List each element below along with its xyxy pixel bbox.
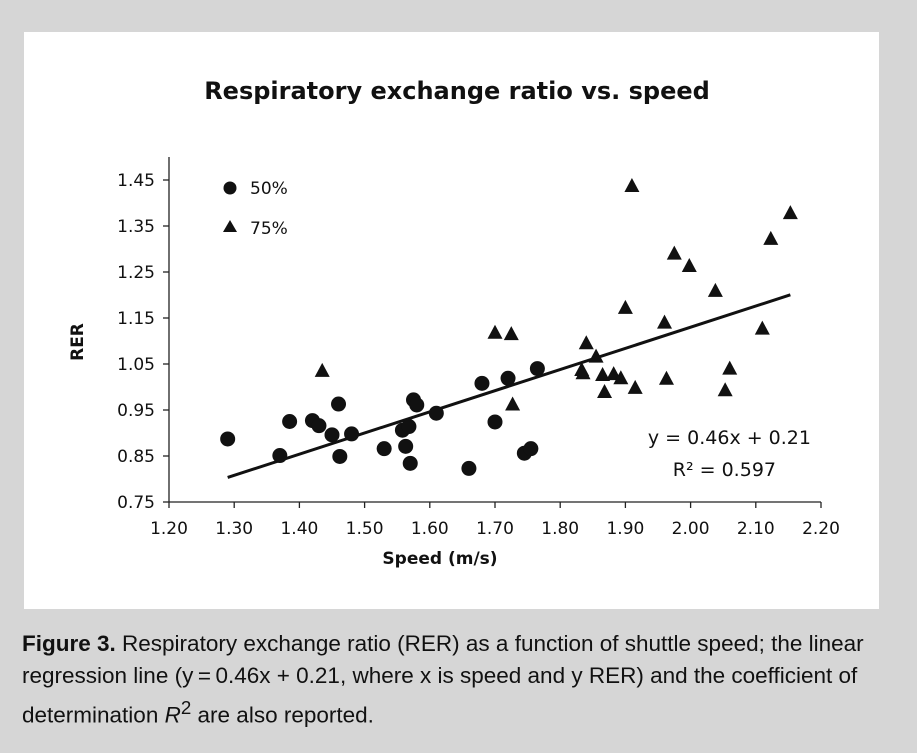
y-tick-label: 0.75 bbox=[117, 493, 155, 513]
caption-r-symbol: R bbox=[164, 702, 181, 728]
x-tick-label: 1.20 bbox=[150, 519, 188, 539]
data-point-75 bbox=[503, 326, 519, 341]
points-layer bbox=[220, 177, 798, 476]
legend-marker-50 bbox=[223, 181, 237, 195]
legend-label-75: 75% bbox=[250, 219, 288, 239]
data-point-50 bbox=[409, 397, 425, 413]
x-tick-label: 2.00 bbox=[672, 519, 710, 539]
data-point-75 bbox=[754, 320, 770, 335]
y-tick-label: 1.45 bbox=[117, 171, 155, 191]
data-point-75 bbox=[658, 370, 674, 385]
y-tick-label: 0.95 bbox=[117, 401, 155, 421]
data-point-50 bbox=[474, 375, 490, 391]
data-point-75 bbox=[617, 299, 633, 314]
data-point-50 bbox=[324, 427, 340, 443]
plot-panel: Respiratory exchange ratio vs. speed RER… bbox=[24, 32, 879, 609]
data-point-50 bbox=[402, 455, 418, 471]
y-axis-label: RER bbox=[68, 323, 88, 361]
caption-figure-label: Figure 3. bbox=[22, 631, 116, 656]
data-point-75 bbox=[722, 360, 738, 375]
data-point-75 bbox=[782, 205, 798, 220]
legend-marker-75 bbox=[223, 220, 237, 232]
trendline bbox=[227, 293, 791, 479]
data-point-50 bbox=[529, 361, 545, 377]
data-point-50 bbox=[220, 431, 236, 447]
data-point-50 bbox=[523, 441, 539, 457]
x-tick-label: 1.50 bbox=[346, 519, 384, 539]
data-point-75 bbox=[763, 230, 779, 245]
x-tick-label: 2.20 bbox=[802, 519, 840, 539]
trend-layer bbox=[227, 293, 791, 479]
scatter-chart: Respiratory exchange ratio vs. speed RER… bbox=[68, 77, 840, 569]
x-axis-label: Speed (m/s) bbox=[382, 549, 497, 569]
x-tick-label: 1.80 bbox=[541, 519, 579, 539]
data-point-50 bbox=[331, 396, 347, 412]
y-tick-label: 1.25 bbox=[117, 263, 155, 283]
data-point-75 bbox=[595, 367, 611, 382]
data-point-75 bbox=[681, 258, 697, 273]
data-point-75 bbox=[666, 245, 682, 260]
data-point-75 bbox=[314, 362, 330, 377]
r-squared-label: R² = 0.597 bbox=[673, 459, 776, 481]
data-point-75 bbox=[597, 384, 613, 399]
data-point-50 bbox=[487, 414, 503, 430]
data-point-75 bbox=[624, 177, 640, 192]
data-point-50 bbox=[500, 370, 516, 386]
legend-label-50: 50% bbox=[250, 179, 288, 199]
data-point-75 bbox=[505, 396, 521, 411]
data-point-50 bbox=[398, 438, 414, 454]
data-point-75 bbox=[657, 314, 673, 329]
x-tick-label: 1.60 bbox=[411, 519, 449, 539]
y-tick-label: 1.35 bbox=[117, 217, 155, 237]
legend: 50% 75% bbox=[223, 179, 288, 239]
caption-r-superscript: 2 bbox=[180, 697, 192, 718]
x-ticks: 1.20 1.30 1.40 1.50 1.60 1.70 1.80 1.90 2.00 2.10… bbox=[150, 502, 840, 539]
data-point-75 bbox=[707, 282, 723, 297]
x-tick-label: 1.30 bbox=[215, 519, 253, 539]
figure-caption: Figure 3. Respiratory exchange ratio (RE… bbox=[22, 628, 902, 732]
y-tick-label: 1.05 bbox=[117, 355, 155, 375]
data-point-75 bbox=[487, 324, 503, 339]
x-tick-label: 1.90 bbox=[606, 519, 644, 539]
x-tick-label: 2.10 bbox=[737, 519, 775, 539]
data-point-50 bbox=[401, 419, 417, 435]
x-tick-label: 1.40 bbox=[280, 519, 318, 539]
data-point-50 bbox=[461, 460, 477, 476]
data-point-50 bbox=[282, 414, 298, 429]
data-point-50 bbox=[344, 426, 360, 442]
data-point-75 bbox=[578, 335, 594, 350]
data-point-75 bbox=[575, 365, 591, 380]
data-point-50 bbox=[332, 448, 348, 464]
caption-tail: are also reported. bbox=[191, 702, 374, 728]
data-point-50 bbox=[428, 405, 444, 421]
y-ticks: 0.75 0.85 0.95 1.05 1.15 1.25 1.35 1.45 bbox=[117, 171, 169, 513]
data-point-75 bbox=[627, 379, 643, 394]
data-point-75 bbox=[606, 366, 622, 381]
data-point-50 bbox=[272, 448, 288, 464]
y-tick-label: 1.15 bbox=[117, 309, 155, 329]
chart-title: Respiratory exchange ratio vs. speed bbox=[204, 77, 710, 105]
y-tick-label: 0.85 bbox=[117, 447, 155, 467]
data-point-50 bbox=[311, 418, 327, 434]
x-tick-label: 1.70 bbox=[476, 519, 514, 539]
data-point-75 bbox=[613, 370, 629, 385]
trendline-equation: y = 0.46x + 0.21 bbox=[648, 427, 811, 449]
caption-text: Respiratory exchange ratio (RER) as a fu… bbox=[22, 631, 864, 728]
data-point-75 bbox=[717, 382, 733, 397]
data-point-50 bbox=[376, 441, 392, 457]
data-point-75 bbox=[588, 348, 604, 363]
